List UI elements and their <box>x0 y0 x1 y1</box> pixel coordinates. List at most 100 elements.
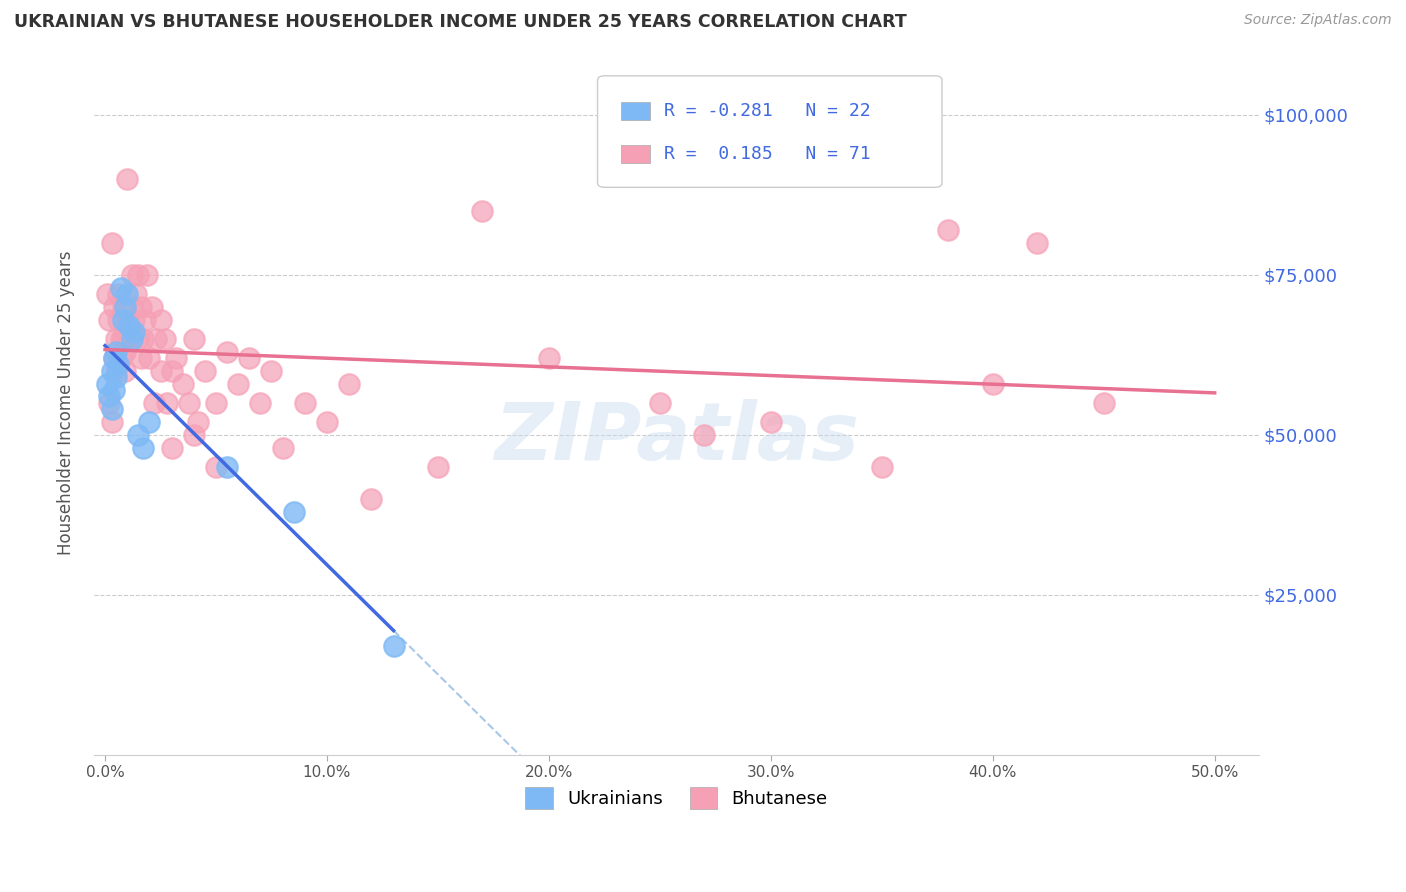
Point <box>142 396 165 410</box>
Point <box>360 491 382 506</box>
Point <box>105 370 128 384</box>
Point <box>648 396 671 410</box>
Point <box>132 441 155 455</box>
Point <box>132 332 155 346</box>
Point <box>183 427 205 442</box>
Point <box>114 300 136 314</box>
Point <box>165 351 187 365</box>
Point <box>1092 396 1115 410</box>
Point <box>179 396 201 410</box>
Point <box>103 383 125 397</box>
Point <box>938 223 960 237</box>
Point <box>471 203 494 218</box>
Text: ZIPatlas: ZIPatlas <box>494 399 859 477</box>
Point <box>149 364 172 378</box>
Point <box>160 364 183 378</box>
Point <box>426 459 449 474</box>
Point <box>105 364 128 378</box>
Point <box>217 459 239 474</box>
Point <box>337 376 360 391</box>
Point <box>160 441 183 455</box>
Text: UKRAINIAN VS BHUTANESE HOUSEHOLDER INCOME UNDER 25 YEARS CORRELATION CHART: UKRAINIAN VS BHUTANESE HOUSEHOLDER INCOM… <box>14 13 907 31</box>
Text: Source: ZipAtlas.com: Source: ZipAtlas.com <box>1244 13 1392 28</box>
Point <box>107 357 129 371</box>
Point <box>134 312 156 326</box>
Point <box>107 312 129 326</box>
Point <box>122 326 145 340</box>
Text: R = -0.281   N = 22: R = -0.281 N = 22 <box>664 102 870 120</box>
Point <box>226 376 249 391</box>
Point <box>121 268 143 282</box>
Point <box>138 415 160 429</box>
Point <box>172 376 194 391</box>
Point <box>238 351 260 365</box>
Point <box>118 318 141 333</box>
Point <box>115 171 138 186</box>
Point <box>98 396 121 410</box>
Point <box>100 415 122 429</box>
Point <box>271 441 294 455</box>
Point <box>141 300 163 314</box>
Point <box>138 351 160 365</box>
Point <box>127 427 149 442</box>
Point <box>127 332 149 346</box>
Point <box>121 300 143 314</box>
Point <box>100 364 122 378</box>
Point <box>981 376 1004 391</box>
Point <box>122 312 145 326</box>
Point <box>129 300 152 314</box>
Point <box>118 332 141 346</box>
Point <box>96 287 118 301</box>
Point <box>249 396 271 410</box>
Point <box>759 415 782 429</box>
Point <box>103 300 125 314</box>
Point <box>156 396 179 410</box>
Point <box>111 332 134 346</box>
Point <box>205 396 228 410</box>
Point <box>111 300 134 314</box>
Point <box>693 427 716 442</box>
Point <box>382 639 405 653</box>
Point <box>1026 235 1049 250</box>
Point <box>111 312 134 326</box>
Point <box>260 364 283 378</box>
Point <box>870 459 893 474</box>
Y-axis label: Householder Income Under 25 years: Householder Income Under 25 years <box>58 251 75 555</box>
Point <box>114 344 136 359</box>
Point <box>115 312 138 326</box>
Point <box>105 332 128 346</box>
Point <box>194 364 217 378</box>
Point <box>105 344 128 359</box>
Point <box>103 351 125 365</box>
Point <box>121 332 143 346</box>
Point <box>127 268 149 282</box>
Point <box>100 402 122 417</box>
Point <box>217 344 239 359</box>
Point <box>205 459 228 474</box>
Point <box>129 351 152 365</box>
Point <box>136 268 159 282</box>
Point <box>183 332 205 346</box>
Point <box>96 376 118 391</box>
Text: R =  0.185   N = 71: R = 0.185 N = 71 <box>664 145 870 163</box>
Point <box>103 351 125 365</box>
Point <box>115 287 138 301</box>
Point <box>98 389 121 403</box>
Point <box>294 396 316 410</box>
Point <box>110 351 132 365</box>
Point <box>110 280 132 294</box>
Point <box>316 415 339 429</box>
Point <box>114 364 136 378</box>
Point <box>187 415 209 429</box>
Point <box>125 287 148 301</box>
Point <box>283 505 305 519</box>
Point <box>110 332 132 346</box>
Point <box>537 351 560 365</box>
Point <box>107 287 129 301</box>
Point <box>100 235 122 250</box>
Point <box>149 312 172 326</box>
Point <box>98 312 121 326</box>
Point <box>153 332 176 346</box>
Legend: Ukrainians, Bhutanese: Ukrainians, Bhutanese <box>519 780 835 816</box>
Point <box>145 332 167 346</box>
